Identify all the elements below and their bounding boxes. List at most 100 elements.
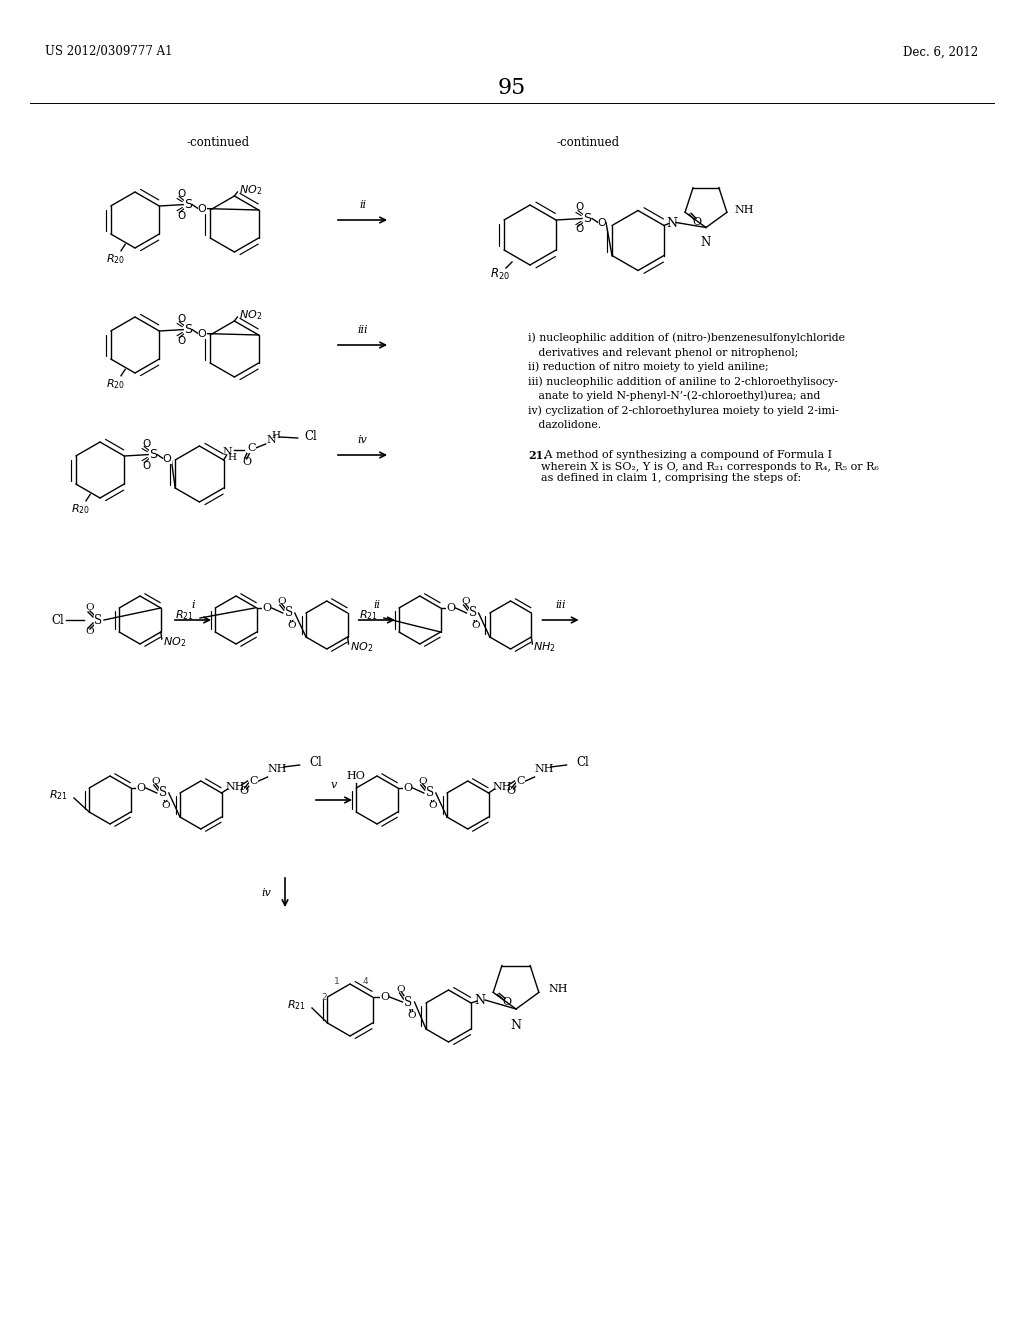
Text: O: O — [575, 224, 584, 235]
Text: anate to yield N-phenyl-N’-(2-chloroethyl)urea; and: anate to yield N-phenyl-N’-(2-chloroethy… — [528, 391, 820, 401]
Text: iii) nucleophilic addition of aniline to 2-chloroethylisocy-: iii) nucleophilic addition of aniline to… — [528, 376, 838, 387]
Text: O: O — [136, 783, 145, 793]
Text: $R_{20}$: $R_{20}$ — [105, 252, 125, 267]
Text: iii: iii — [357, 325, 368, 335]
Text: ii: ii — [374, 601, 380, 610]
Text: NH: NH — [535, 764, 554, 774]
Text: 95: 95 — [498, 77, 526, 99]
Text: ii) reduction of nitro moiety to yield aniline;: ii) reduction of nitro moiety to yield a… — [528, 362, 769, 372]
Text: i) nucleophilic addition of (nitro-)benzenesulfonylchloride: i) nucleophilic addition of (nitro-)benz… — [528, 333, 845, 343]
Text: Cl: Cl — [309, 756, 322, 770]
Text: $NO_2$: $NO_2$ — [163, 635, 186, 649]
Text: 4: 4 — [362, 977, 369, 986]
Text: iii: iii — [555, 601, 566, 610]
Text: O: O — [503, 998, 512, 1007]
Text: O: O — [198, 203, 207, 214]
Text: S: S — [583, 213, 591, 224]
Text: N: N — [667, 216, 678, 230]
Text: NH: NH — [735, 206, 755, 215]
Text: O: O — [396, 985, 404, 994]
Text: Cl: Cl — [304, 429, 317, 442]
Text: O: O — [242, 457, 251, 467]
Text: C: C — [248, 444, 256, 453]
Text: O: O — [446, 603, 455, 612]
Text: O: O — [461, 597, 470, 606]
Text: H: H — [227, 454, 237, 462]
Text: HO: HO — [347, 771, 366, 781]
Text: N: N — [511, 1019, 521, 1032]
Text: ii: ii — [359, 201, 366, 210]
Text: NH: NH — [493, 781, 512, 792]
Text: $R_{21}$: $R_{21}$ — [287, 998, 306, 1012]
Text: derivatives and relevant phenol or nitrophenol;: derivatives and relevant phenol or nitro… — [528, 347, 799, 358]
Text: $R_{20}$: $R_{20}$ — [105, 378, 125, 391]
Text: -continued: -continued — [186, 136, 250, 149]
Text: -continued: -continued — [556, 136, 620, 149]
Text: NH: NH — [226, 781, 246, 792]
Text: C: C — [516, 776, 525, 785]
Text: S: S — [285, 606, 293, 619]
Text: S: S — [94, 614, 102, 627]
Text: S: S — [184, 323, 193, 337]
Text: S: S — [159, 787, 167, 800]
Text: Dec. 6, 2012: Dec. 6, 2012 — [903, 45, 978, 58]
Text: O: O — [419, 776, 427, 785]
Text: $R_{20}$: $R_{20}$ — [71, 503, 90, 516]
Text: S: S — [426, 787, 434, 800]
Text: $R_{21}$: $R_{21}$ — [175, 609, 194, 622]
Text: O: O — [408, 1011, 416, 1019]
Text: iv) cyclization of 2-chloroethylurea moiety to yield 2-imi-: iv) cyclization of 2-chloroethylurea moi… — [528, 405, 839, 416]
Text: NH: NH — [268, 764, 288, 774]
Text: O: O — [471, 620, 480, 630]
Text: O: O — [142, 461, 151, 471]
Text: NH: NH — [549, 985, 568, 994]
Text: $NO_2$: $NO_2$ — [240, 308, 262, 322]
Text: O: O — [86, 603, 94, 612]
Text: O: O — [262, 603, 271, 612]
Text: O: O — [380, 993, 389, 1002]
Text: O: O — [575, 202, 584, 213]
Text: O: O — [177, 314, 185, 323]
Text: N: N — [223, 447, 232, 457]
Text: Cl: Cl — [51, 614, 65, 627]
Text: 2: 2 — [322, 993, 327, 1002]
Text: iv: iv — [357, 436, 368, 445]
Text: O: O — [163, 454, 172, 463]
Text: A method of synthesizing a compound of Formula I
wherein X is SO₂, Y is O, and R: A method of synthesizing a compound of F… — [541, 450, 879, 483]
Text: O: O — [692, 218, 701, 227]
Text: O: O — [177, 335, 185, 346]
Text: O: O — [86, 627, 94, 636]
Text: O: O — [278, 597, 286, 606]
Text: $NO_2$: $NO_2$ — [349, 640, 373, 653]
Text: N: N — [267, 436, 276, 445]
Text: $R_{20}$: $R_{20}$ — [490, 267, 510, 281]
Text: O: O — [177, 211, 185, 220]
Text: O: O — [162, 800, 170, 809]
Text: O: O — [288, 620, 296, 630]
Text: S: S — [150, 447, 158, 461]
Text: O: O — [428, 800, 437, 809]
Text: O: O — [198, 329, 207, 339]
Text: S: S — [469, 606, 476, 619]
Text: $R_{21}$: $R_{21}$ — [358, 609, 378, 622]
Text: v: v — [331, 780, 337, 789]
Text: S: S — [184, 198, 193, 211]
Text: 1: 1 — [334, 977, 340, 986]
Text: US 2012/0309777 A1: US 2012/0309777 A1 — [45, 45, 172, 58]
Text: iv: iv — [261, 887, 271, 898]
Text: i: i — [191, 601, 195, 610]
Text: O: O — [177, 189, 185, 198]
Text: $R_{21}$: $R_{21}$ — [49, 788, 68, 801]
Text: Cl: Cl — [577, 756, 589, 770]
Text: N: N — [474, 994, 485, 1007]
Text: O: O — [239, 785, 248, 796]
Text: $NO_2$: $NO_2$ — [240, 183, 262, 197]
Text: 21.: 21. — [528, 450, 547, 461]
Text: H: H — [271, 432, 281, 441]
Text: C: C — [249, 776, 258, 785]
Text: O: O — [506, 785, 515, 796]
Text: dazolidone.: dazolidone. — [528, 420, 601, 430]
Text: O: O — [152, 776, 160, 785]
Text: S: S — [404, 995, 413, 1008]
Text: O: O — [142, 438, 151, 449]
